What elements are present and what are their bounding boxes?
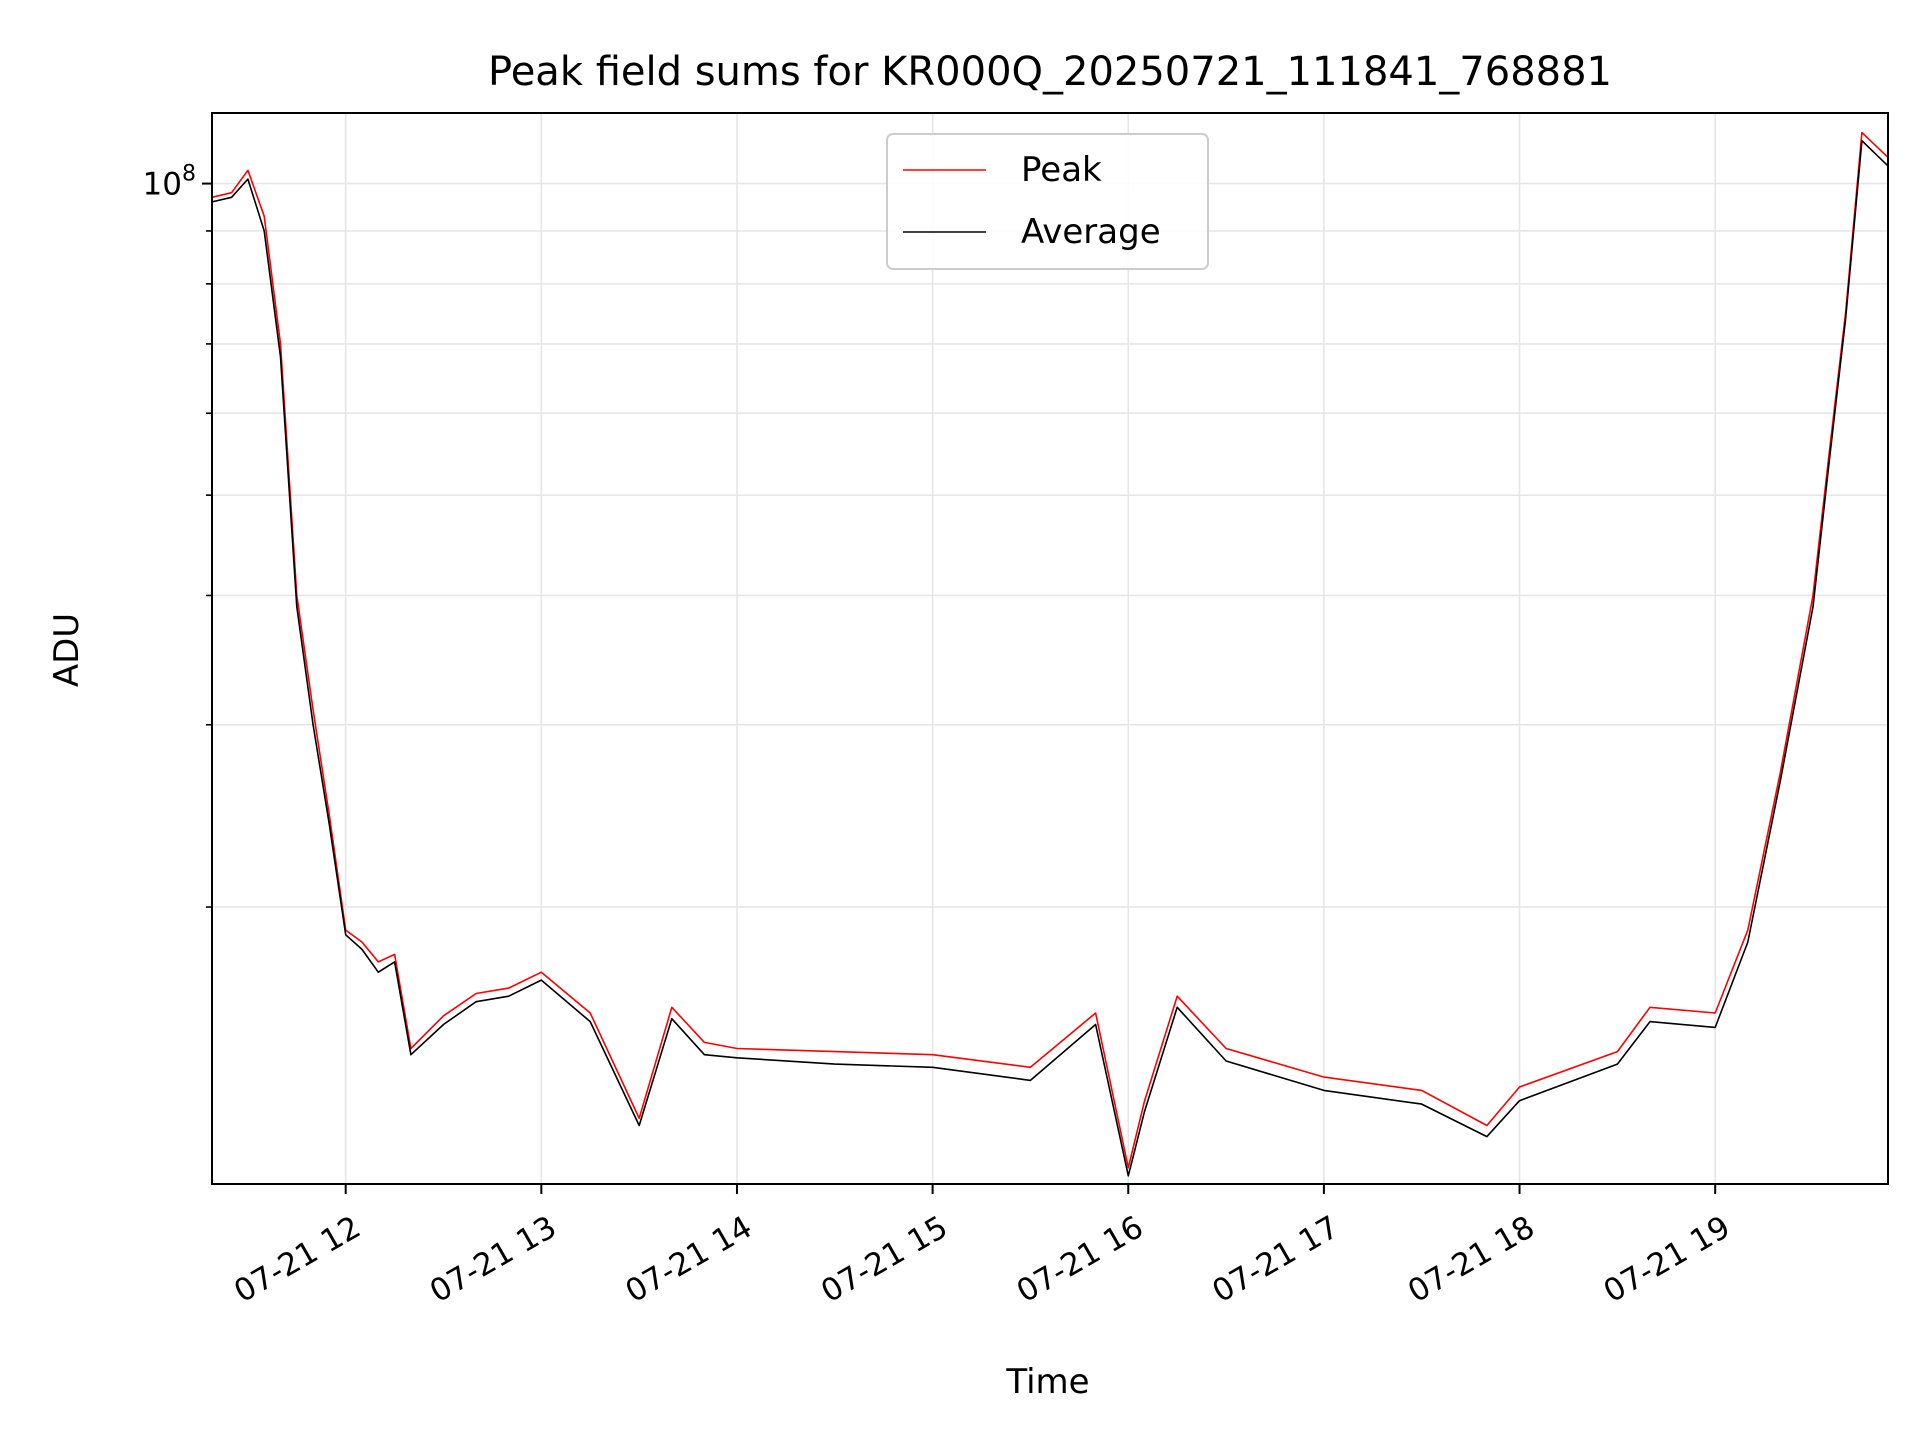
series-line-average (211, 139, 1889, 1177)
x-axis-label: Time (1005, 1362, 1089, 1402)
legend: Peak Average (886, 133, 1209, 270)
series-line-peak (211, 131, 1889, 1169)
grid (212, 113, 1888, 1184)
chart-title: Peak field sums for KR000Q_20250721_1118… (488, 49, 1612, 95)
legend-label-peak: Peak (1021, 150, 1102, 190)
y-axis-label: ADU (47, 613, 87, 687)
y-tick-label: 108 (143, 162, 196, 203)
plot-frame (211, 112, 1889, 1185)
series-layer (211, 131, 1889, 1177)
legend-box (886, 133, 1209, 270)
legend-label-average: Average (1021, 212, 1161, 252)
